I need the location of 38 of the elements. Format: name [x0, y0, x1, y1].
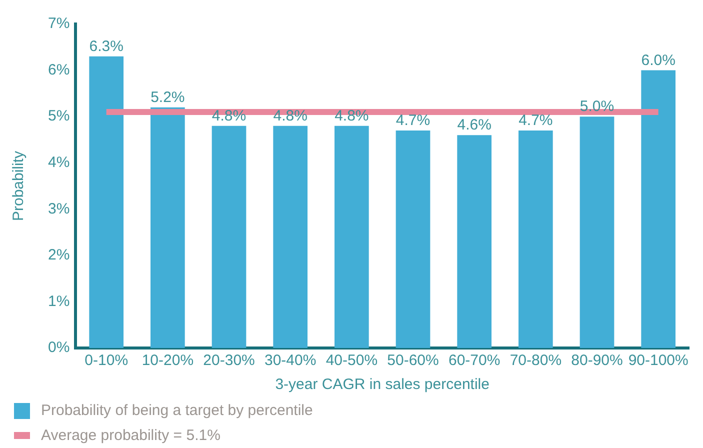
x-tick-label: 20-30% [203, 352, 255, 370]
bar [518, 130, 553, 348]
legend-label: Probability of being a target by percentile [41, 402, 313, 419]
bar [396, 130, 430, 348]
legend-label: Average probability = 5.1% [41, 427, 220, 444]
x-tick-label: 90-100% [628, 352, 688, 370]
data-label: 5.2% [150, 88, 185, 106]
y-axis-title: Probability [10, 150, 28, 222]
y-tick-label: 4% [48, 154, 70, 171]
bar [212, 126, 246, 348]
bar [580, 116, 614, 348]
data-label: 4.7% [518, 112, 553, 130]
y-tick-label: 3% [48, 200, 70, 218]
data-label: 4.6% [457, 116, 492, 134]
x-tick-label: 50-60% [387, 352, 439, 370]
bar [457, 135, 492, 348]
y-tick-label: 7% [48, 15, 70, 32]
y-tick-label: 2% [48, 246, 70, 264]
x-tick-label: 80-90% [571, 352, 623, 370]
x-tick-label: 40-50% [326, 352, 378, 370]
x-tick-label: 0-10% [84, 352, 128, 370]
bar [273, 126, 308, 348]
y-tick-label: 5% [48, 108, 70, 125]
bar [150, 107, 185, 348]
x-axis-title: 3-year CAGR in sales percentile [275, 376, 490, 394]
data-label: 6.0% [641, 52, 676, 69]
y-tick-label: 6% [48, 61, 70, 78]
data-label: 6.3% [89, 38, 124, 56]
bar [334, 126, 369, 348]
bar [89, 56, 124, 348]
x-tick-label: 70-80% [510, 352, 562, 370]
bar [641, 70, 676, 348]
x-tick-label: 10-20% [142, 352, 194, 370]
x-tick-label: 60-70% [448, 352, 500, 370]
data-label: 4.7% [396, 112, 430, 130]
y-tick-label: 0% [48, 339, 70, 356]
x-tick-label: 30-40% [264, 352, 316, 370]
y-tick-label: 1% [48, 292, 70, 310]
